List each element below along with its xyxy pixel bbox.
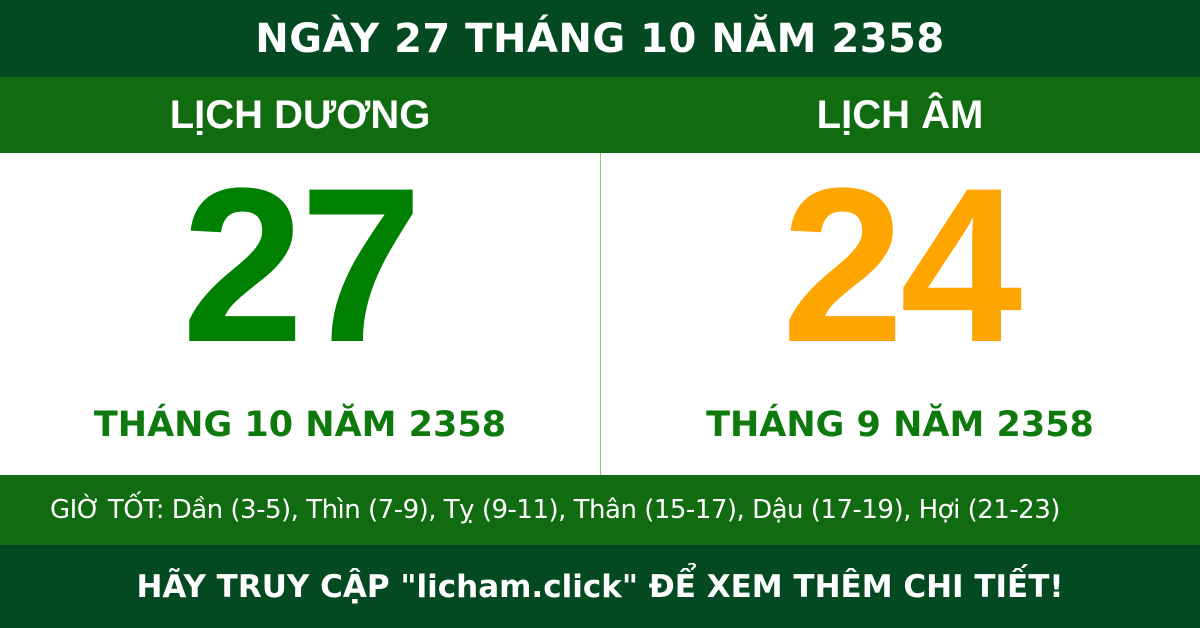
solar-month-year: THÁNG 10 NĂM 2358 xyxy=(93,405,507,445)
lunar-month-year: THÁNG 9 NĂM 2358 xyxy=(706,405,1094,445)
lunar-label: LỊCH ÂM xyxy=(816,92,984,137)
lunar-day: 24 xyxy=(781,142,1023,388)
lunar-column: 24 THÁNG 9 NĂM 2358 xyxy=(600,142,1200,475)
column-divider xyxy=(600,153,601,475)
good-hours: GIỜ TỐT: Dần (3-5), Thìn (7-9), Tỵ (9-11… xyxy=(0,475,1200,545)
solar-day: 27 xyxy=(181,142,423,388)
page-title: NGÀY 27 THÁNG 10 NĂM 2358 xyxy=(0,0,1200,77)
footer-cta: HÃY TRUY CẬP "licham.click" ĐỂ XEM THÊM … xyxy=(0,545,1200,628)
solar-label: LỊCH DƯƠNG xyxy=(169,92,431,137)
solar-column: 27 THÁNG 10 NĂM 2358 xyxy=(0,142,600,475)
calendar-header: LỊCH DƯƠNG LỊCH ÂM xyxy=(0,77,1200,153)
